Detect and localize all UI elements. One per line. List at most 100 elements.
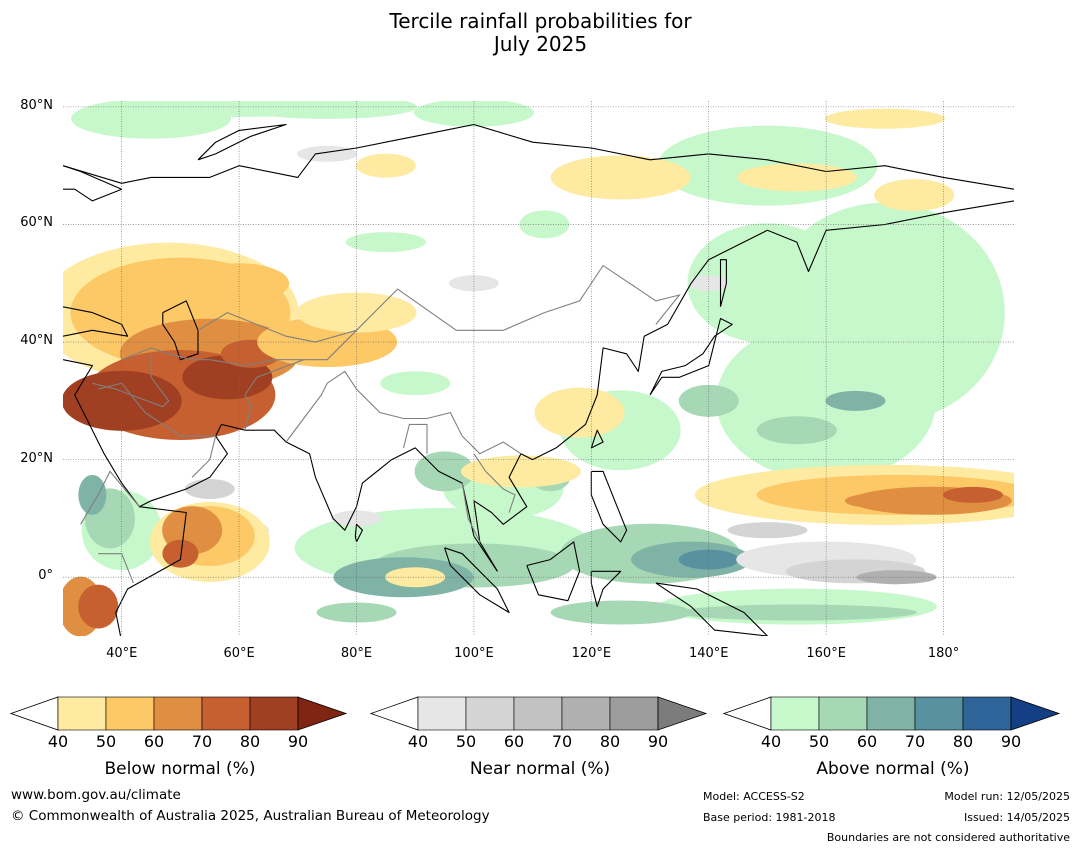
coastline (649, 317, 733, 396)
coastline (444, 547, 510, 614)
country-border (244, 359, 304, 431)
colorbar-tick-label: 70 (904, 732, 926, 751)
country-border (98, 382, 217, 478)
colorbar-segment (609, 696, 659, 731)
below-normal-area (736, 163, 857, 192)
below-normal-area (296, 292, 417, 333)
coastline (115, 423, 498, 636)
longitude-label: 100°E (454, 646, 494, 661)
colorbar-segment (914, 696, 964, 731)
below-normal-area (78, 584, 119, 629)
coastline (63, 165, 123, 202)
above-normal-area (825, 390, 886, 411)
model-info: Model: ACCESS-S2 (703, 790, 805, 803)
longitude-label: 60°E (223, 646, 255, 661)
near-normal-area (688, 275, 729, 292)
country-border (402, 423, 428, 454)
below-normal-area (63, 370, 182, 431)
country-border (197, 311, 357, 343)
longitude-label: 80°E (340, 646, 373, 661)
country-border (285, 370, 522, 455)
coastline (526, 541, 581, 602)
near-normal-area (297, 145, 358, 162)
title-line-1: Tercile rainfall probabilities for (389, 9, 692, 33)
above-normal-area (78, 474, 107, 515)
colorbar-tick-label: 50 (455, 732, 477, 751)
colorbar-tick-label: 80 (599, 732, 621, 751)
colorbar-title: Above normal (%) (816, 759, 970, 779)
below-normal-area (385, 567, 446, 588)
colorbar-tick-label: 90 (647, 732, 669, 751)
colorbar-extend-high (297, 696, 348, 731)
colorbar-extend-low (10, 696, 59, 731)
below-normal-area (189, 263, 290, 304)
colorbar-segment (465, 696, 515, 731)
colorbar-segment (561, 696, 611, 731)
website-link[interactable]: www.bom.gov.au/climate (11, 787, 181, 803)
coastline (63, 359, 140, 508)
longitude-label: 160°E (806, 646, 846, 661)
colorbar-segment (57, 696, 107, 731)
colorbar-tick-label: 40 (47, 732, 69, 751)
coastline (63, 306, 129, 337)
colorbar-tick-label: 50 (95, 732, 117, 751)
colorbar-extend-low (370, 696, 419, 731)
latitude-label: 0° (38, 568, 53, 584)
below-normal-area (550, 155, 691, 200)
colorbar-tick-label: 70 (551, 732, 573, 751)
below-normal-area (942, 486, 1003, 503)
above-normal-area (519, 210, 570, 239)
probability-field (63, 101, 1014, 636)
below-normal-area (534, 387, 625, 438)
colorbar-segment (770, 696, 820, 731)
colorbar-swatches (370, 696, 708, 731)
colorbar-tick-label: 60 (856, 732, 878, 751)
title-line-2: July 2025 (493, 32, 588, 56)
disclaimer-text: Boundaries are not considered authoritat… (826, 831, 1070, 844)
map-area: 80°N 60°N 40°N 20°N 0° 40°E 60°E 80°E 100°E 120°… (0, 95, 1081, 670)
country-border (121, 347, 210, 361)
colorbar-segment (513, 696, 563, 731)
copyright-text: © Commonwealth of Australia 2025, Austra… (11, 808, 490, 824)
colorbar-tick-label: 60 (503, 732, 525, 751)
near-normal-area (448, 275, 499, 292)
colorbar-tick-label: 40 (407, 732, 429, 751)
above-normal-area (687, 223, 848, 344)
colorbar-near-normal: 40 50 60 70 80 90 Near normal (%) (370, 690, 710, 780)
map-title: Tercile rainfall probabilities for July … (0, 10, 1081, 56)
colorbar-extend-high (657, 696, 708, 731)
colorbar-swatches (723, 696, 1061, 731)
colorbar-segment (866, 696, 916, 731)
colorbar-above-normal: 40 50 60 70 80 90 Above normal (%) (723, 690, 1063, 780)
coastline (162, 300, 199, 361)
probability-map (63, 101, 1014, 636)
colorbar-tick-label: 40 (760, 732, 782, 751)
colorbar-tick-label: 70 (191, 732, 213, 751)
base-period-info: Base period: 1981-2018 (703, 811, 836, 824)
colorbar-extend-low (723, 696, 772, 731)
country-border (209, 264, 681, 367)
colorbar-tick-label: 90 (287, 732, 309, 751)
colorbar-swatches (10, 696, 348, 731)
longitude-label: 120°E (571, 646, 612, 661)
colorbar-tick-label: 90 (1000, 732, 1022, 751)
longitude-label: 180° (927, 646, 960, 661)
latitude-label: 40°N (20, 333, 53, 349)
colorbar-title: Near normal (%) (469, 759, 611, 779)
longitude-label: 40°E (106, 646, 138, 661)
colorbar-extend-high (1010, 696, 1061, 731)
coastline (719, 259, 727, 307)
above-normal-area (678, 384, 739, 417)
issued-info: Issued: 14/05/2025 (963, 811, 1070, 824)
colorbar-segment (818, 696, 868, 731)
above-normal-area (413, 101, 534, 127)
near-normal-area (856, 570, 937, 585)
coastline (197, 123, 287, 161)
below-normal-area (460, 455, 581, 488)
colorbar-segment (962, 696, 1012, 731)
colorbar-segment (153, 696, 203, 731)
above-normal-area (345, 232, 426, 253)
colorbar-segment (105, 696, 155, 731)
below-normal-area (162, 539, 199, 568)
longitude-label: 140°E (688, 646, 729, 661)
